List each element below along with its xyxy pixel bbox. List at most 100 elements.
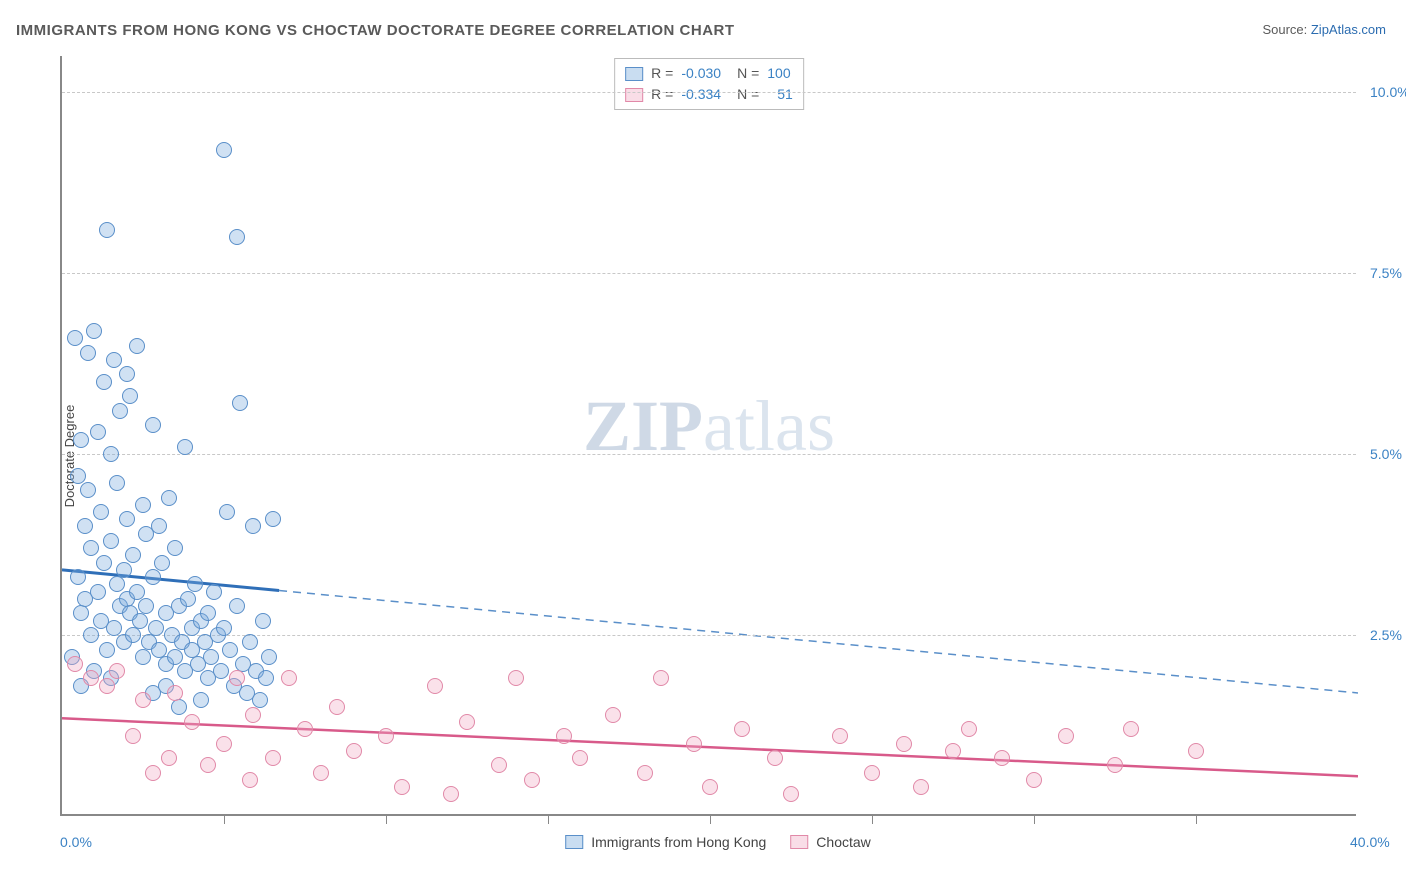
data-point [70,569,86,585]
data-point [90,424,106,440]
data-point [106,620,122,636]
legend-label: Choctaw [816,834,870,850]
x-tick [224,816,225,824]
data-point [135,649,151,665]
data-point [86,323,102,339]
data-point [1107,757,1123,773]
trend-line-solid [62,718,1358,776]
source-link[interactable]: ZipAtlas.com [1311,22,1386,37]
data-point [145,417,161,433]
grid-line [62,635,1356,636]
data-point [1058,728,1074,744]
data-point [255,613,271,629]
series-legend: Immigrants from Hong Kong Choctaw [565,834,871,850]
data-point [605,707,621,723]
data-point [154,555,170,571]
data-point [200,605,216,621]
legend-item: Choctaw [790,834,870,850]
data-point [145,765,161,781]
data-point [73,432,89,448]
data-point [864,765,880,781]
data-point [443,786,459,802]
data-point [109,576,125,592]
data-point [653,670,669,686]
data-point [93,504,109,520]
data-point [313,765,329,781]
data-point [83,670,99,686]
data-point [119,511,135,527]
data-point [161,750,177,766]
r-label: R = [651,84,673,105]
y-tick-label: 2.5% [1370,627,1402,643]
chart-container: Doctorate Degree ZIPatlas R = -0.030 N =… [48,56,1388,856]
data-point [187,576,203,592]
data-point [96,374,112,390]
data-point [219,504,235,520]
data-point [258,670,274,686]
data-point [80,345,96,361]
data-point [734,721,750,737]
source-label: Source: [1262,22,1310,37]
data-point [459,714,475,730]
chart-title: IMMIGRANTS FROM HONG KONG VS CHOCTAW DOC… [16,22,735,39]
data-point [125,728,141,744]
data-point [90,584,106,600]
data-point [346,743,362,759]
watermark: ZIPatlas [583,385,835,468]
data-point [222,642,238,658]
data-point [119,366,135,382]
data-point [193,692,209,708]
data-point [106,352,122,368]
data-point [783,786,799,802]
data-point [177,439,193,455]
data-point [265,511,281,527]
data-point [637,765,653,781]
data-point [686,736,702,752]
data-point [161,490,177,506]
data-point [242,634,258,650]
data-point [125,627,141,643]
data-point [73,605,89,621]
data-point [129,338,145,354]
data-point [167,685,183,701]
data-point [167,540,183,556]
data-point [261,649,277,665]
data-point [135,692,151,708]
data-point [213,663,229,679]
data-point [99,642,115,658]
data-point [216,620,232,636]
data-point [427,678,443,694]
data-point [67,330,83,346]
stats-legend: R = -0.030 N = 100 R = -0.334 N = 51 [614,58,804,110]
data-point [138,598,154,614]
data-point [135,497,151,513]
data-point [180,591,196,607]
data-point [242,772,258,788]
data-point [556,728,572,744]
data-point [145,569,161,585]
data-point [122,388,138,404]
data-point [1123,721,1139,737]
data-point [200,757,216,773]
x-tick [1034,816,1035,824]
data-point [961,721,977,737]
data-point [80,482,96,498]
data-point [945,743,961,759]
grid-line [62,454,1356,455]
n-value-2: 51 [777,84,793,105]
n-label: N = [737,84,759,105]
data-point [103,446,119,462]
data-point [394,779,410,795]
legend-item: Immigrants from Hong Kong [565,834,766,850]
data-point [109,663,125,679]
data-point [83,627,99,643]
x-tick [548,816,549,824]
data-point [245,707,261,723]
x-label-end: 40.0% [1350,834,1390,850]
data-point [994,750,1010,766]
data-point [96,555,112,571]
data-point [767,750,783,766]
n-label: N = [737,63,759,84]
x-label-start: 0.0% [60,834,92,850]
data-point [297,721,313,737]
